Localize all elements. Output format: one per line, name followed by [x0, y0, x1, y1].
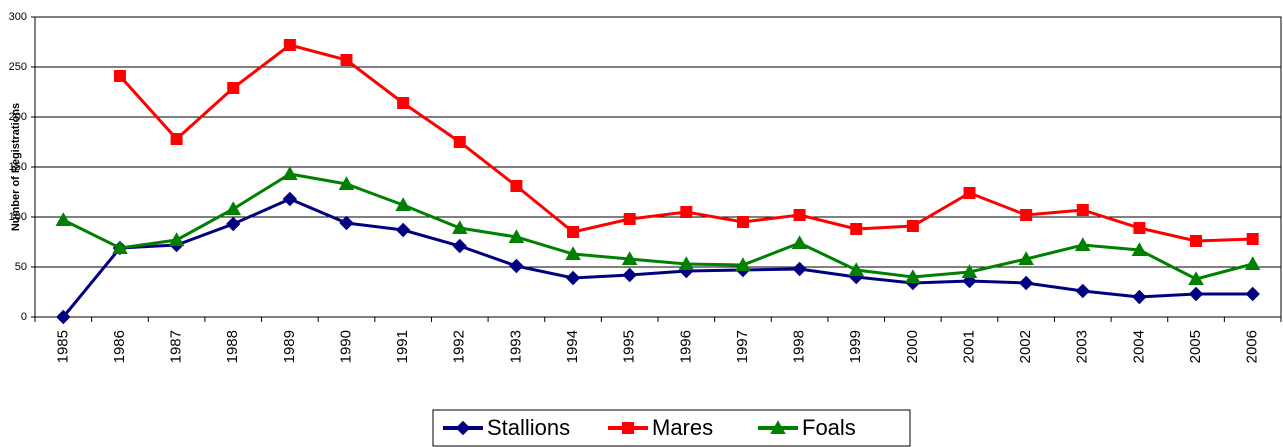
data-point: [567, 226, 580, 238]
x-tick-label: 1986: [111, 330, 128, 363]
data-point: [1076, 204, 1089, 216]
x-tick-label: 2000: [904, 330, 921, 363]
x-tick-label: 1988: [224, 330, 241, 363]
data-point: [680, 206, 693, 218]
x-tick-label: 2004: [1130, 330, 1147, 363]
x-tick-label: 2002: [1017, 330, 1034, 363]
data-point: [339, 215, 354, 231]
legend-marker: [455, 420, 471, 436]
data-point: [112, 240, 128, 254]
data-point: [678, 256, 695, 270]
data-point: [395, 222, 411, 238]
y-tick-label: 0: [21, 311, 27, 323]
data-point: [848, 262, 865, 276]
data-point: [623, 213, 636, 225]
data-point: [1245, 286, 1260, 302]
data-point: [1074, 237, 1091, 251]
data-point: [565, 270, 581, 286]
x-tick-label: 1999: [847, 330, 864, 363]
data-point: [225, 201, 242, 215]
data-point: [1020, 209, 1033, 221]
data-point: [1075, 283, 1090, 299]
x-tick-label: 1989: [281, 330, 298, 363]
data-point: [508, 229, 525, 243]
data-point: [397, 97, 410, 109]
x-tick-label: 1994: [564, 330, 581, 363]
data-point: [565, 246, 581, 260]
y-tick-label: 100: [9, 211, 27, 223]
y-tick-label: 50: [15, 261, 27, 273]
data-point: [792, 261, 807, 277]
data-point: [509, 258, 524, 274]
data-point: [395, 197, 411, 211]
x-tick-label: 1996: [677, 330, 694, 363]
data-point: [55, 212, 72, 226]
data-point: [282, 191, 298, 207]
x-tick-label: 2001: [960, 330, 977, 363]
data-point: [283, 39, 296, 51]
y-tick-label: 150: [9, 161, 27, 173]
legend-label: Stallions: [487, 415, 570, 440]
legend-marker: [622, 422, 634, 434]
data-point: [793, 209, 806, 221]
data-point: [340, 54, 353, 66]
y-axis-label: Number of Registrations: [10, 103, 22, 231]
legend-marker: [770, 420, 786, 434]
data-point: [1244, 256, 1261, 270]
data-point: [168, 232, 185, 246]
x-tick-label: 1992: [451, 330, 468, 363]
data-point: [679, 263, 694, 279]
data-point: [170, 133, 183, 145]
data-point: [1190, 235, 1203, 247]
data-point: [226, 216, 241, 232]
legend-label: Mares: [652, 415, 713, 440]
data-point: [56, 309, 71, 325]
data-point: [451, 220, 468, 234]
data-point: [1188, 286, 1204, 302]
x-tick-label: 1987: [168, 330, 185, 363]
data-point: [338, 176, 355, 190]
data-point: [1018, 251, 1034, 265]
data-point: [850, 223, 863, 235]
x-tick-label: 1997: [734, 330, 751, 363]
legend-label: Foals: [802, 415, 856, 440]
x-tick-label: 2003: [1074, 330, 1091, 363]
data-point: [1018, 275, 1034, 291]
data-point: [963, 187, 976, 199]
y-tick-label: 300: [9, 11, 27, 23]
x-tick-label: 1990: [337, 330, 354, 363]
series-line: [62, 197, 1253, 318]
data-point: [1188, 271, 1204, 285]
legend: [432, 409, 911, 447]
data-point: [1246, 233, 1259, 245]
data-point: [453, 136, 466, 148]
data-point: [961, 264, 978, 278]
x-tick-label: 1991: [394, 330, 411, 363]
data-point: [791, 235, 808, 249]
y-tick-label: 250: [9, 61, 27, 73]
series-line: [62, 172, 1254, 281]
data-point: [1132, 289, 1147, 305]
data-point: [621, 251, 638, 265]
data-point: [1131, 242, 1148, 256]
x-tick-label: 1995: [621, 330, 638, 363]
x-tick-label: 1993: [507, 330, 524, 363]
data-point: [282, 166, 298, 180]
data-point: [510, 180, 523, 192]
x-tick-label: 2006: [1244, 330, 1261, 363]
data-point: [736, 216, 749, 228]
x-tick-label: 2005: [1187, 330, 1204, 363]
data-point: [227, 82, 240, 94]
data-point: [906, 220, 919, 232]
data-point: [452, 238, 467, 254]
data-point: [622, 267, 637, 283]
data-point: [1133, 222, 1146, 234]
data-point: [905, 269, 921, 283]
data-point: [113, 70, 126, 82]
x-tick-label: 1998: [791, 330, 808, 363]
x-tick-label: 1985: [54, 330, 71, 363]
y-tick-label: 200: [9, 111, 27, 123]
data-point: [735, 257, 751, 271]
